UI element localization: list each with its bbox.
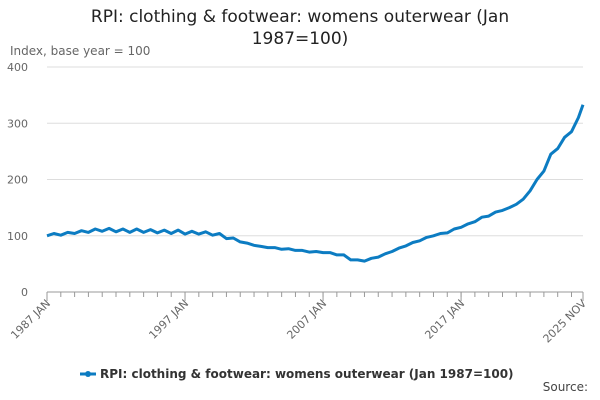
legend-label: RPI: clothing & footwear: womens outerwe… — [100, 367, 514, 381]
source: Source: — [543, 380, 588, 394]
x-tick-label: 1997 JAN — [146, 297, 191, 342]
y-tick-label: 0 — [21, 286, 28, 299]
x-tick-label: 2007 JAN — [284, 297, 329, 342]
x-tick-label: 2025 NOV — [541, 297, 590, 346]
y-tick-label: 300 — [7, 117, 28, 130]
y-tick-label: 200 — [7, 174, 28, 187]
y-tick-label: 400 — [7, 61, 28, 74]
series-line — [46, 104, 585, 263]
y-tick-label: 100 — [7, 230, 28, 243]
legend-swatch-dot — [85, 371, 91, 377]
x-tick-label: 1987 JAN — [8, 297, 53, 342]
chart-title: RPI: clothing & footwear: womens outerwe… — [90, 7, 510, 49]
x-tick-label: 2017 JAN — [422, 297, 467, 342]
y-axis-label: Index, base year = 100 — [10, 44, 150, 58]
